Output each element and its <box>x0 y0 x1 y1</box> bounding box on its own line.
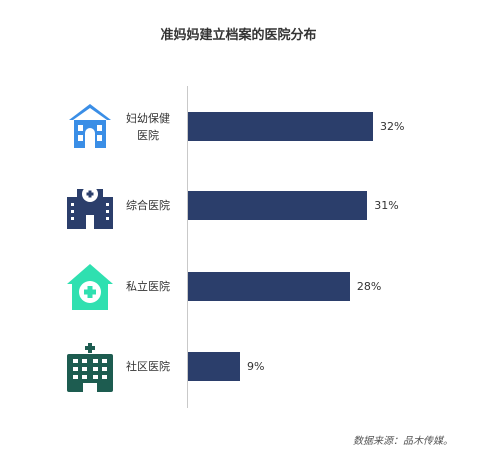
chart-title: 准妈妈建立档案的医院分布 <box>160 28 317 43</box>
category-label: 社区医院 <box>126 360 170 373</box>
source-note: 数据来源：品木传媒。 <box>353 436 453 447</box>
bar <box>188 352 241 381</box>
category-label: 私立医院 <box>126 280 170 293</box>
general-hospital-icon <box>63 179 117 233</box>
bar <box>188 272 350 301</box>
y-axis-line <box>187 86 188 408</box>
value-label: 31% <box>374 199 399 212</box>
value-label: 32% <box>380 120 405 133</box>
bar <box>188 112 373 141</box>
maternity-hospital-icon <box>63 100 117 154</box>
bar <box>188 191 368 220</box>
category-label: 妇幼保健医院 <box>126 111 170 142</box>
category-label: 综合医院 <box>126 199 170 212</box>
community-hospital-icon <box>63 340 117 394</box>
value-label: 9% <box>247 360 265 373</box>
private-clinic-icon <box>63 260 117 314</box>
value-label: 28% <box>356 280 382 293</box>
